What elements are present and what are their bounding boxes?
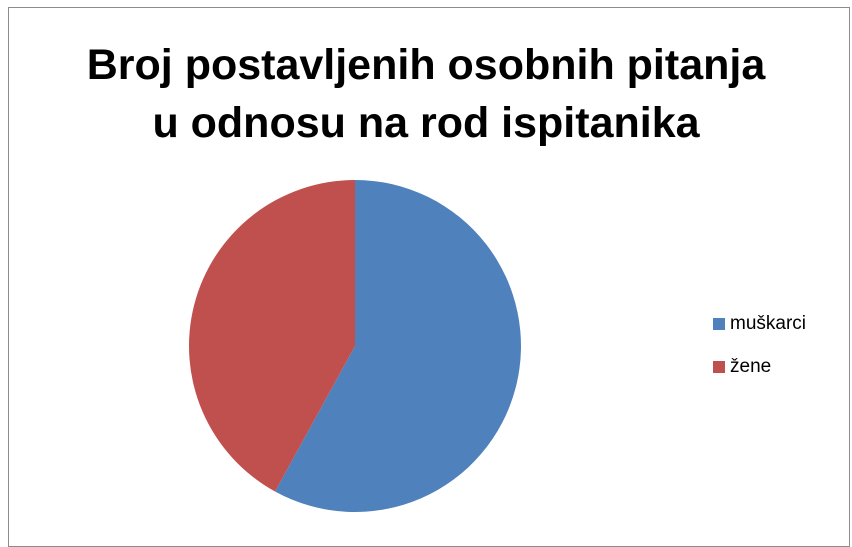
pie-slice-muskarci — [275, 180, 521, 513]
legend-swatch-zene — [713, 360, 725, 373]
pie-slice-zene — [188, 180, 355, 492]
legend: muškarci žene — [713, 312, 806, 398]
legend-item-zene: žene — [713, 355, 806, 378]
legend-swatch-muskarci — [713, 317, 725, 330]
legend-label-muskarci: muškarci — [730, 312, 807, 334]
legend-item-muskarci: muškarci — [713, 312, 806, 335]
pie-slices — [188, 180, 521, 513]
chart-title-line-2: u odnosu na rod ispitanika — [152, 99, 700, 147]
chart-title-line-1: Broj postavljenih osobnih pitanja — [86, 41, 766, 89]
legend-label-zene: žene — [730, 355, 772, 377]
chart-title: Broj postavljenih osobnih pitanja u odno… — [0, 36, 852, 152]
pie-chart — [188, 180, 521, 513]
